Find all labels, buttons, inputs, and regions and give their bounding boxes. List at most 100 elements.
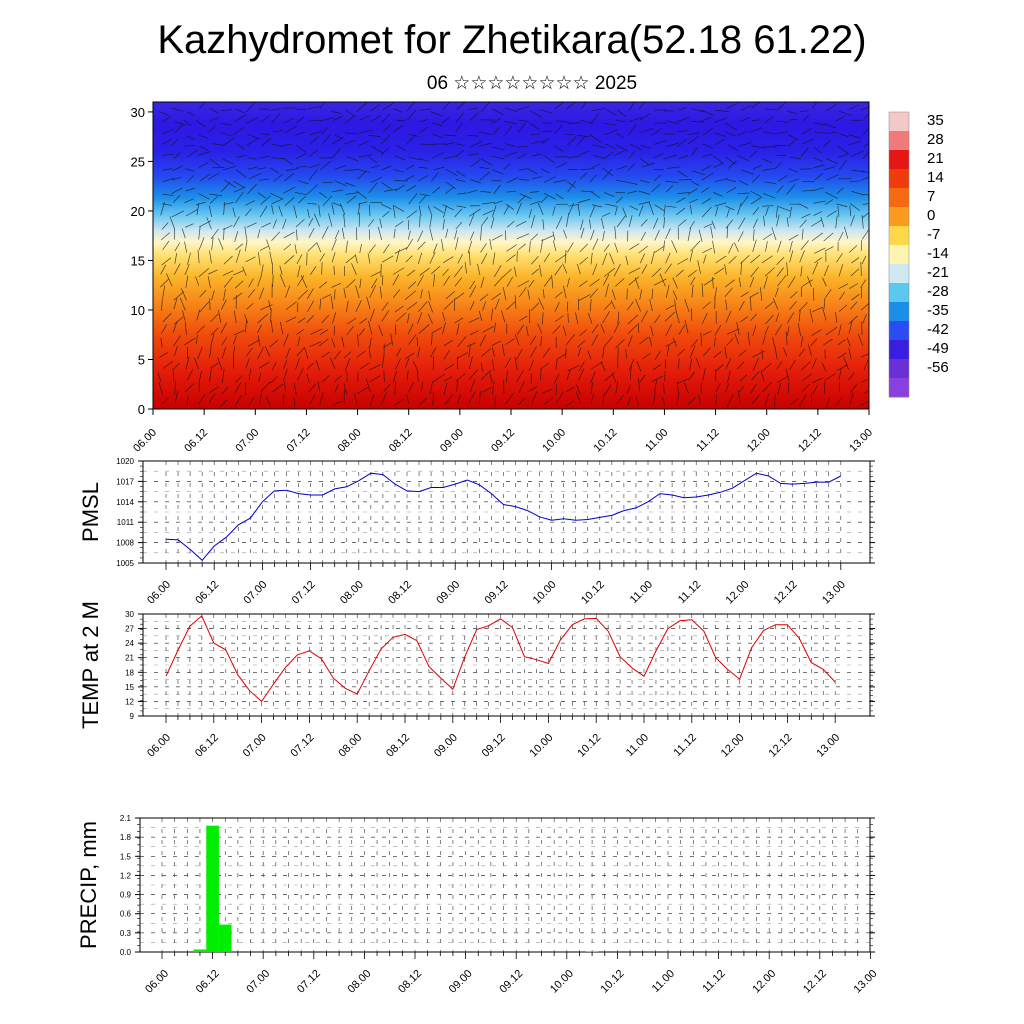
wind-barb [812, 377, 824, 383]
wind-barb [232, 207, 236, 218]
wind-barb [358, 328, 366, 336]
wind-barb [295, 219, 305, 228]
wind-barb [738, 180, 749, 186]
wind-barb [393, 108, 403, 113]
x-tick-label: 12.00 [724, 579, 752, 607]
wind-barb [454, 317, 464, 324]
wind-barb [456, 352, 468, 359]
wind-barb [836, 187, 844, 195]
wind-barb [531, 255, 539, 265]
wind-barb [738, 277, 742, 288]
wind-barb [319, 329, 328, 336]
wind-barb [346, 156, 358, 162]
wind-barb [587, 350, 592, 360]
wind-barb [566, 181, 576, 188]
series-line [165, 615, 836, 703]
y-tick-label: 1008 [116, 539, 134, 548]
wind-barb [862, 170, 869, 174]
wind-barb [568, 155, 580, 159]
wind-barb [417, 369, 419, 382]
wind-barb [329, 357, 336, 370]
x-tick-label: 06.12 [193, 732, 221, 760]
x-tick-label: 06.00 [145, 732, 173, 760]
wind-barb [380, 147, 389, 156]
wind-barb [750, 190, 762, 197]
wind-barb [259, 246, 269, 251]
wind-barb [589, 174, 597, 183]
wind-barb [813, 164, 825, 168]
x-tick-label: 10.12 [599, 968, 627, 996]
wind-barb [861, 214, 864, 229]
wind-barb [628, 150, 636, 160]
wind-barb [455, 237, 459, 250]
wind-barb [800, 240, 809, 251]
wind-barb [393, 124, 404, 133]
wind-barb [469, 159, 481, 168]
wind-barb [195, 120, 206, 127]
wind-barb [427, 313, 433, 324]
wind-barb [605, 143, 616, 149]
wind-barb [654, 351, 661, 360]
wind-barb [654, 204, 665, 212]
wind-barb [295, 153, 307, 160]
wind-barb [257, 335, 261, 347]
wind-barb [737, 361, 745, 370]
wind-barb [220, 322, 227, 334]
wind-barb [734, 242, 739, 252]
wind-barb [751, 145, 766, 149]
wind-barb [813, 146, 822, 154]
wind-barb [506, 370, 508, 383]
wind-barb [627, 190, 638, 194]
wind-barb [737, 231, 744, 242]
wind-barb [604, 151, 614, 159]
wind-barb [530, 302, 540, 312]
wind-barb [307, 288, 314, 299]
wind-barb [405, 255, 413, 263]
wind-barb [429, 381, 433, 394]
wind-barb [395, 358, 401, 370]
wind-barb [343, 213, 346, 228]
wind-barb [330, 295, 334, 310]
wind-barb [811, 232, 824, 242]
wind-barb [394, 155, 406, 161]
wind-barb [810, 338, 818, 346]
wind-barb [861, 212, 869, 219]
wind-barb [592, 263, 598, 276]
wind-barb [482, 301, 486, 311]
wind-barb [162, 168, 173, 171]
wind-barb [813, 211, 823, 216]
wind-barb [455, 179, 466, 183]
wind-barb [245, 208, 252, 217]
wind-barb [319, 392, 324, 405]
wind-barb [381, 165, 392, 171]
wind-barb [187, 149, 199, 158]
wind-barb [405, 164, 415, 170]
wind-barb [319, 160, 331, 171]
wind-barb [343, 383, 348, 395]
wind-barb [823, 264, 829, 277]
colorbar-swatch [889, 378, 909, 398]
wind-barb [714, 324, 722, 336]
wind-barb [480, 243, 487, 253]
x-tick-label: 08.12 [386, 579, 414, 607]
wind-barb [384, 188, 398, 192]
wind-barb [837, 145, 849, 154]
x-tick-label: 12.00 [750, 968, 778, 996]
wind-barb [807, 276, 812, 287]
wind-barb [383, 341, 393, 348]
wind-barb [381, 113, 391, 124]
wind-barb [355, 168, 370, 173]
wind-barb [331, 147, 341, 159]
wind-barb [649, 336, 653, 347]
x-tick-label: 10.00 [531, 579, 559, 607]
wind-barb [531, 153, 542, 157]
wind-barb [319, 192, 328, 199]
wind-barb [244, 226, 248, 240]
wind-barb [160, 202, 165, 216]
wind-barb [654, 140, 668, 145]
wind-barb [814, 173, 824, 181]
wind-barb [417, 230, 424, 242]
wind-barb [269, 167, 279, 174]
wind-barb [676, 197, 686, 203]
